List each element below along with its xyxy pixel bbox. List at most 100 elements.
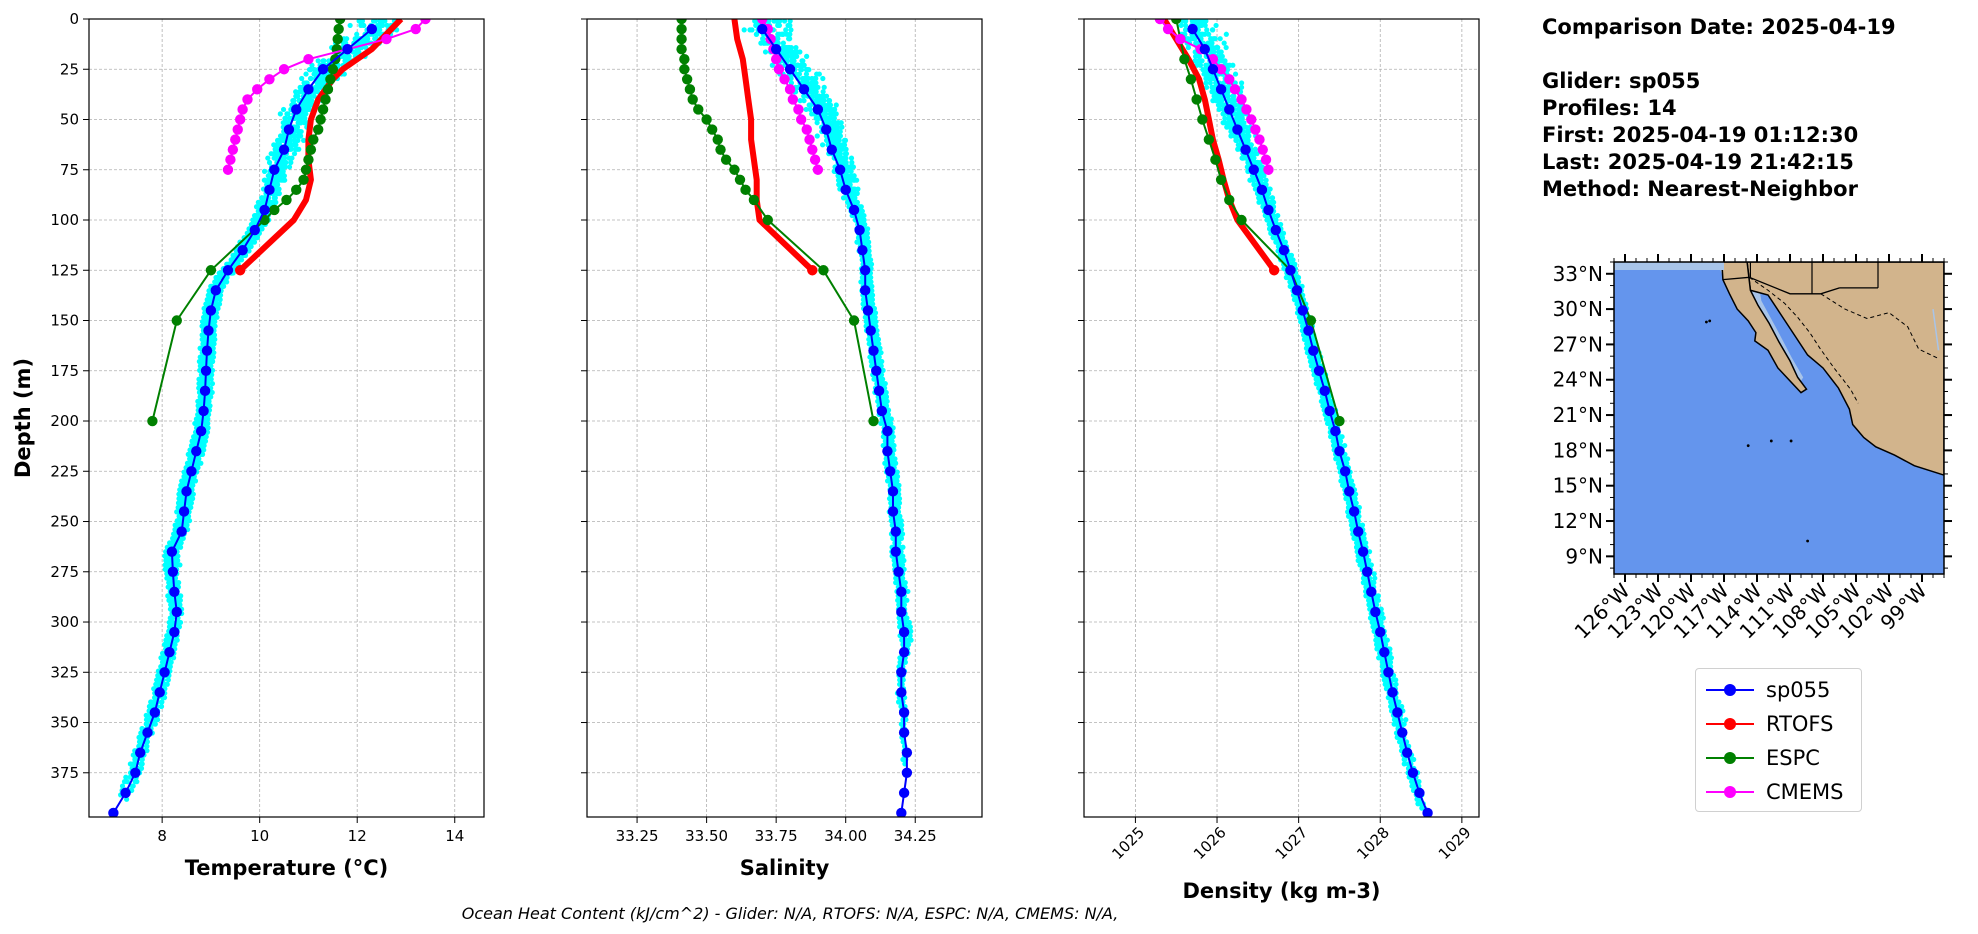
x-tick-label: 33.75 [755,827,798,845]
data-point-sp055 [283,124,295,135]
glider-raw-point [836,142,842,148]
data-point-sp055 [191,445,202,457]
glider-raw-point [280,164,286,170]
glider-raw-point [166,597,172,603]
glider-raw-point [201,442,207,449]
glider-raw-point [291,151,298,157]
data-point-cmems [793,104,804,115]
glider-raw-point [194,465,201,471]
glider-raw-point [897,655,903,661]
glider-raw-point [144,743,150,749]
glider-raw-point [842,159,848,166]
glider-raw-point [902,580,908,586]
data-point-cmems [795,114,807,125]
data-point-cmems [232,124,243,135]
glider-raw-point [382,19,388,24]
data-point-espc [317,104,329,115]
data-point-sp055 [871,365,882,376]
glider-raw-point [837,128,843,135]
glider-raw-point [176,518,182,524]
glider-raw-point [837,159,844,166]
glider-raw-point [894,482,900,488]
glider-raw-point [199,376,206,382]
x-tick-label: 10 [250,827,269,845]
glider-raw-point [786,36,792,42]
glider-raw-point [881,398,887,404]
glider-raw-point [139,761,145,767]
glider-raw-point [284,120,291,126]
glider-raw-point [851,173,857,179]
glider-raw-point [840,155,847,161]
glider-raw-point [297,115,303,121]
data-point-sp055 [142,727,153,738]
glider-raw-point [280,106,287,113]
glider-raw-point [138,765,145,771]
glider-raw-point [892,478,898,484]
data-point-espc [712,134,723,145]
data-point-cmems [779,74,790,85]
glider-raw-point [789,53,795,59]
glider-raw-point [899,522,905,528]
x-axis-label: Salinity [740,856,830,880]
data-point-sp055 [893,566,904,577]
glider-raw-point [163,557,169,564]
glider-raw-point [809,75,815,82]
glider-raw-point [888,438,894,444]
y-tick-label: 300 [50,613,79,631]
y-tick-label: 200 [50,412,79,430]
data-point-espc [332,33,343,45]
data-point-cmems [804,134,815,145]
glider-raw-point [153,681,159,687]
glider-raw-point [139,756,145,763]
data-point-espc [320,94,331,105]
glider-raw-point [146,703,153,710]
glider-raw-point [1196,53,1203,59]
glider-raw-point [214,314,220,320]
glider-raw-point [872,310,879,316]
glider-raw-point [265,155,271,161]
glider-raw-point [775,31,781,37]
y-tick-label: 75 [60,161,79,179]
data-point-sp055 [784,64,796,75]
glider-raw-point [296,89,303,95]
data-point-sp055 [366,23,378,35]
y-tick-label: 125 [50,261,79,279]
glider-raw-point [788,27,794,33]
data-point-sp055 [885,466,896,477]
data-point-espc [762,214,774,226]
glider-raw-point [214,301,220,307]
glider-raw-point [859,208,865,214]
data-point-sp055 [898,646,910,658]
glider-raw-point [1216,106,1222,113]
data-point-espc [281,194,292,206]
data-point-sp055 [201,345,213,356]
glider-raw-point [119,783,126,789]
glider-raw-point [794,62,800,68]
glider-raw-point [875,336,881,343]
glider-raw-point [306,67,313,73]
glider-raw-point [199,451,206,457]
data-point-sp055 [876,405,888,417]
glider-raw-point [760,36,766,42]
glider-raw-point [819,142,826,148]
glider-raw-point [174,637,180,643]
glider-raw-point [166,637,172,643]
data-point-sp055 [178,506,190,517]
glider-raw-point [829,106,835,113]
data-point-sp055 [176,526,187,537]
data-point-rtofs [234,265,246,276]
x-tick-label: 8 [157,827,167,845]
glider-raw-point [152,721,158,727]
data-point-cmems [225,154,236,165]
data-point-espc [868,415,879,427]
glider-raw-point [384,22,390,29]
glider-raw-point [176,540,183,546]
glider-raw-point [167,575,173,581]
glider-raw-point [851,177,857,183]
glider-raw-point [205,420,211,427]
glider-raw-point [287,115,293,121]
x-tick-label: 14 [445,827,464,845]
data-point-sp055 [135,747,146,758]
glider-raw-point [831,124,837,130]
glider-raw-point [849,190,855,197]
